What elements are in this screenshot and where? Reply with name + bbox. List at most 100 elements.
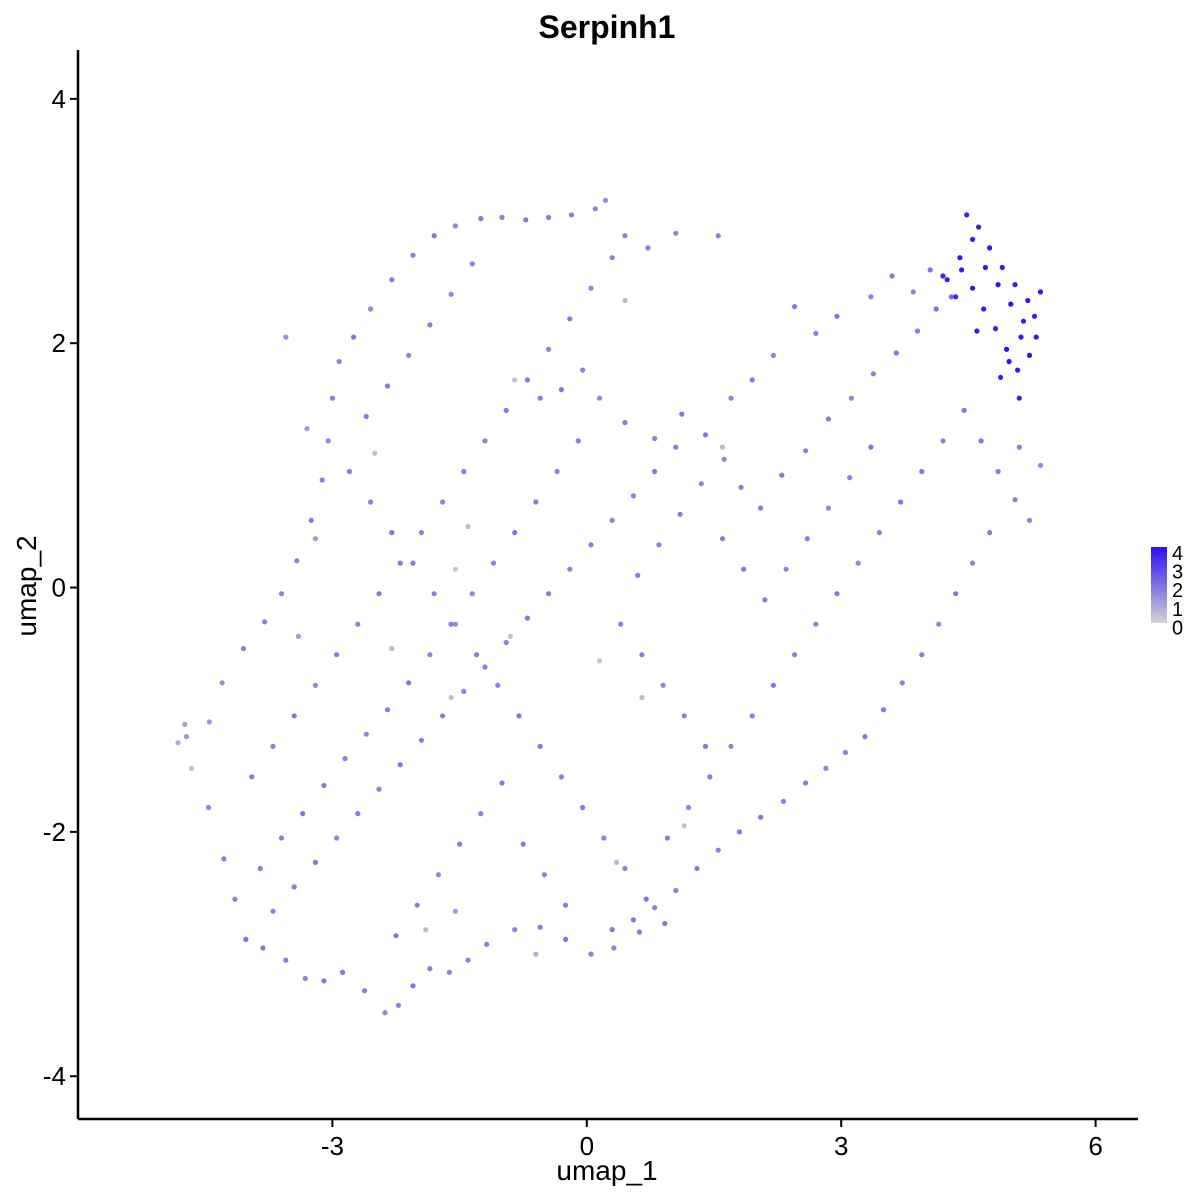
cell-point [221, 856, 227, 862]
cell-point [813, 330, 819, 336]
cell-point [987, 530, 993, 536]
cell-point [291, 884, 297, 890]
x-tick-label: 6 [1088, 1131, 1102, 1161]
cell-point [243, 936, 249, 943]
cell-point [452, 566, 458, 572]
cell-point [533, 499, 539, 505]
cell-point [397, 560, 403, 566]
cell-point [834, 591, 840, 597]
cell-point [910, 289, 916, 295]
cell-point [546, 214, 552, 220]
cell-point [342, 756, 348, 762]
cell-point [465, 523, 471, 530]
chart-title: Serpinh1 [539, 9, 676, 45]
cell-point [427, 966, 433, 972]
cell-point [418, 737, 424, 743]
cell-point [414, 902, 420, 908]
cell-point [546, 346, 552, 352]
cell-point [783, 566, 789, 572]
cell-point [855, 560, 861, 566]
cell-point [957, 255, 963, 261]
cell-point [240, 646, 246, 652]
x-axis-label: umap_1 [556, 1155, 657, 1186]
cell-point [368, 306, 374, 312]
cell-point [1031, 313, 1038, 319]
cell-point [609, 927, 615, 933]
cell-point [758, 505, 764, 511]
cell-point [206, 719, 212, 725]
cell-point [622, 420, 628, 426]
cell-point [613, 859, 620, 866]
cell-point [652, 435, 658, 442]
cell-point [512, 530, 518, 536]
cell-point [189, 765, 195, 772]
cell-point [707, 774, 713, 780]
y-axis-label: umap_2 [11, 535, 42, 636]
cell-point [351, 334, 357, 340]
cell-point [1020, 318, 1027, 324]
cell-point [376, 591, 382, 597]
cell-point [1037, 289, 1044, 295]
cell-point [876, 530, 883, 536]
cell-point [677, 511, 683, 517]
cell-point [953, 591, 959, 597]
cell-point [580, 804, 586, 811]
cell-point [175, 740, 181, 746]
cell-point [495, 682, 501, 688]
cell-point [363, 413, 369, 420]
cell-point [664, 835, 671, 841]
cell-point [1006, 358, 1012, 365]
cell-point [321, 978, 327, 984]
cell-point [976, 224, 982, 230]
cell-point [1016, 444, 1022, 450]
cell-point [546, 591, 552, 597]
cell-point [974, 328, 980, 334]
cell-point [302, 975, 308, 982]
cell-point [1026, 352, 1033, 358]
cell-point [893, 350, 899, 356]
cell-point [609, 517, 615, 524]
cell-point [596, 658, 603, 664]
cell-point [898, 499, 904, 505]
cell-point [834, 313, 840, 319]
cell-point [936, 621, 942, 627]
cell-point [673, 887, 679, 894]
cell-point [523, 217, 529, 223]
cell-point [384, 383, 391, 389]
cell-point [499, 780, 505, 786]
cell-point [219, 680, 225, 686]
cell-point [656, 542, 662, 548]
cell-point [182, 721, 188, 728]
cell-point [702, 743, 709, 750]
cell-point [395, 1002, 402, 1009]
cell-point [978, 438, 984, 444]
cell-point [588, 951, 594, 957]
cell-point [568, 212, 575, 218]
cell-point [681, 823, 687, 829]
cell-point [741, 566, 747, 572]
cell-point [825, 505, 832, 511]
cell-point [382, 1010, 388, 1016]
cell-point [355, 621, 361, 627]
cell-point [520, 841, 526, 847]
cell-point [300, 811, 306, 817]
cell-point [262, 619, 268, 625]
cell-point [998, 374, 1004, 380]
cell-point [440, 713, 446, 719]
cell-point [474, 652, 480, 658]
y-tick-label: 4 [52, 84, 66, 114]
cell-point [321, 782, 327, 789]
cell-point [183, 734, 190, 740]
cell-point [652, 468, 658, 475]
cell-point [206, 804, 212, 811]
cell-point [270, 908, 276, 914]
cell-point [645, 245, 651, 251]
cell-point [868, 444, 874, 450]
cell-point [554, 468, 560, 475]
cell-point [622, 297, 628, 304]
cell-point [389, 646, 395, 652]
cell-point [312, 536, 318, 542]
cell-point [636, 929, 643, 935]
cell-point [862, 734, 868, 740]
